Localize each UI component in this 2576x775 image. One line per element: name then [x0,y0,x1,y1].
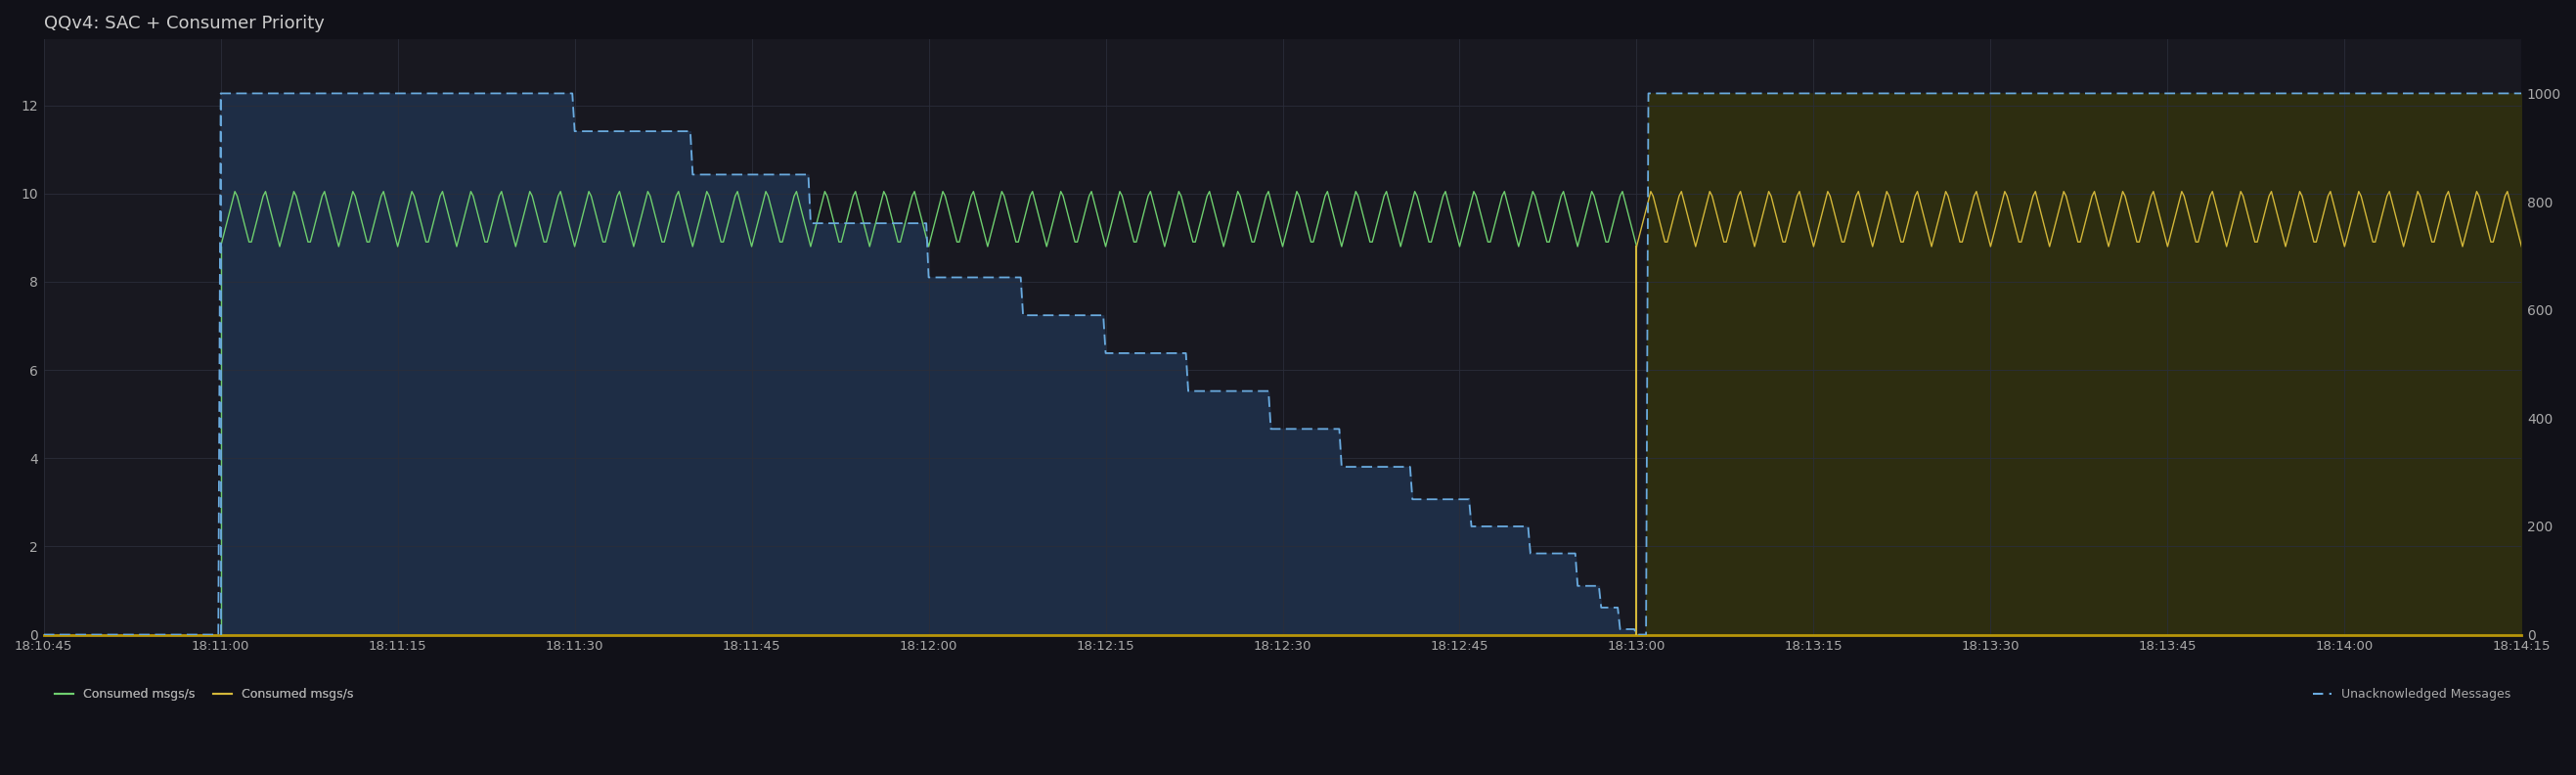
Text: QQv4: SAC + Consumer Priority: QQv4: SAC + Consumer Priority [44,15,325,33]
Legend: Consumed msgs/s, Consumed msgs/s: Consumed msgs/s, Consumed msgs/s [49,684,358,706]
Legend: Unacknowledged Messages: Unacknowledged Messages [2308,684,2514,706]
